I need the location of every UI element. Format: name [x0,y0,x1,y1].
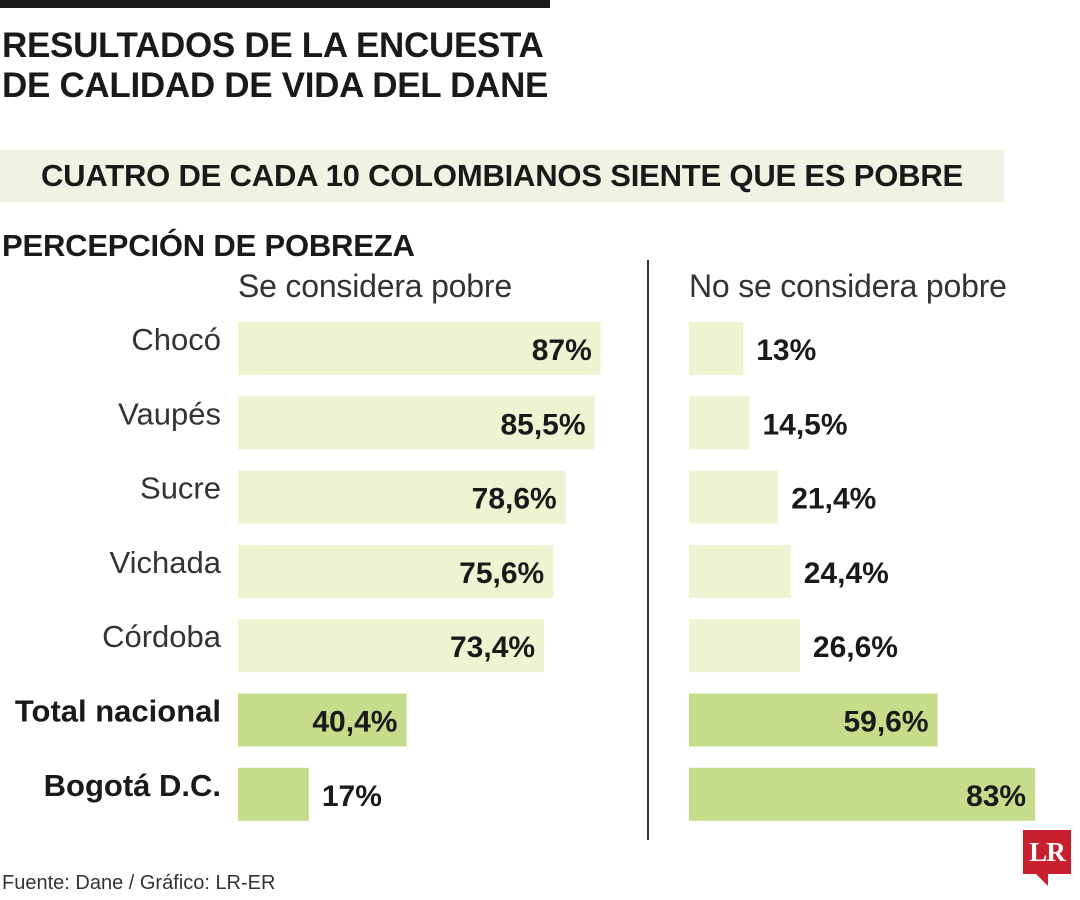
bar [689,767,1036,821]
lr-logo: LR [1023,830,1071,874]
data-label: 40,4% [312,706,397,739]
data-label: 14,5% [762,408,847,441]
bar [238,396,595,450]
category-label: Sucre [140,471,221,506]
panel-divider [647,260,649,840]
category-label: Chocó [131,322,221,357]
subtitle-band [0,150,1004,202]
top-rule [0,0,550,8]
data-label: 24,4% [804,557,889,590]
bar [689,693,938,747]
section-heading: PERCEPCIÓN DE POBREZA [2,228,415,263]
series-heading-not-poor: No se considera pobre [689,268,1007,304]
data-label: 75,6% [459,557,544,590]
category-label: Bogotá D.C. [44,768,221,803]
data-label: 78,6% [472,483,557,516]
data-label: 13% [756,334,816,367]
bar [238,322,601,375]
data-label: 59,6% [843,706,928,739]
data-label: 17% [322,780,382,813]
category-label: Vichada [110,545,222,580]
chart-subtitle: CUATRO DE CADA 10 COLOMBIANOS SIENTE QUE… [40,158,964,193]
data-label: 87% [532,334,592,367]
bar [238,544,554,598]
series-heading-poor: Se considera pobre [238,268,512,304]
bar [689,470,779,524]
data-label: 83% [966,780,1026,813]
category-label: Vaupés [118,396,221,431]
data-label: 21,4% [791,483,876,516]
category-label: Total nacional [15,694,221,729]
bar [238,619,545,673]
bar [689,544,791,598]
bar [689,619,800,673]
chart-title: RESULTADOS DE LA ENCUESTA DE CALIDAD DE V… [2,26,549,105]
data-label: 73,4% [450,631,535,664]
bar [238,693,407,747]
source-note: Fuente: Dane / Gráfico: LR-ER [2,872,276,894]
category-label: Córdoba [102,619,222,654]
bar [689,322,744,375]
data-label: 26,6% [813,631,898,664]
data-label: 85,5% [500,408,585,441]
bar [689,396,750,450]
lr-logo-tail [1036,874,1048,886]
bar [238,470,566,524]
bar [238,767,309,821]
